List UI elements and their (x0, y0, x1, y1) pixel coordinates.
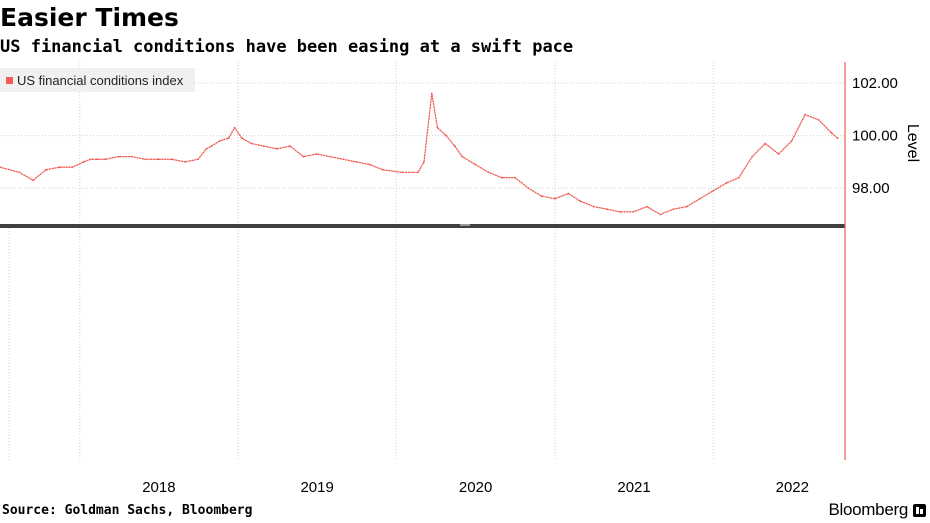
data-point (104, 158, 107, 161)
data-point (289, 145, 291, 148)
data-point (790, 140, 793, 142)
data-point (685, 205, 688, 208)
data-point (646, 205, 648, 208)
data-point (401, 171, 404, 174)
data-point (355, 161, 358, 163)
data-point (227, 137, 230, 140)
data-point (737, 176, 740, 179)
data-point (368, 163, 371, 166)
data-point (487, 171, 490, 174)
legend-swatch (6, 76, 13, 84)
data-point (89, 158, 92, 161)
data-point (751, 155, 754, 158)
data-point (527, 187, 530, 190)
data-point (777, 153, 780, 155)
data-point (672, 208, 675, 211)
data-point (218, 140, 221, 142)
data-point (184, 161, 187, 163)
data-point (567, 192, 570, 195)
data-point (329, 155, 331, 158)
axis-layer: 98.00 100.00 102.00 2018 2019 2020 2021 2022 Lev… (0, 62, 921, 496)
baseline-band (0, 224, 845, 228)
data-point (632, 211, 635, 213)
chart-legend: US financial conditions index (0, 68, 196, 92)
data-point (445, 134, 447, 137)
data-point (430, 92, 433, 95)
scroll-handle (460, 224, 470, 226)
data-point (474, 163, 477, 166)
data-point (241, 137, 243, 140)
brand-logo: Bloomberg (828, 500, 926, 520)
data-point (0, 166, 1, 169)
source-note: Source: Goldman Sachs, Bloomberg (2, 503, 253, 518)
data-point (45, 168, 47, 171)
data-point (71, 166, 74, 169)
data-point (436, 126, 439, 129)
data-point (417, 171, 419, 174)
x-tick-label: 2022 (776, 479, 809, 496)
y-tick-label: 98.00 (852, 180, 890, 197)
data-point (32, 179, 34, 182)
y-axis-title: Level (904, 124, 921, 162)
data-point (205, 147, 208, 150)
data-point (540, 195, 543, 198)
data-point (157, 158, 160, 161)
data-point (514, 176, 516, 179)
data-point (830, 132, 833, 134)
data-point (262, 145, 265, 148)
data-point (593, 205, 595, 208)
data-point (501, 176, 503, 179)
data-point (804, 113, 806, 116)
data-point (117, 155, 120, 158)
x-tick-label: 2021 (617, 479, 650, 496)
chart-subtitle: US financial conditions have been easing… (0, 37, 574, 57)
data-point (250, 142, 253, 145)
data-point (712, 189, 715, 192)
series-layer (0, 92, 839, 216)
series-line (0, 93, 839, 216)
data-point (606, 208, 608, 211)
y-tick-label: 100.00 (852, 128, 898, 145)
data-point (579, 200, 582, 203)
data-point (423, 161, 425, 163)
data-point (725, 182, 728, 184)
data-point (461, 155, 464, 158)
data-point (817, 118, 820, 121)
data-point (619, 211, 622, 213)
data-point (144, 158, 147, 161)
data-point (130, 155, 133, 158)
bloomberg-terminal-icon (913, 503, 926, 517)
data-point (276, 147, 278, 150)
data-point (698, 197, 701, 200)
data-point (58, 166, 61, 169)
data-point (82, 161, 85, 163)
data-point (764, 142, 767, 145)
x-tick-label: 2020 (459, 479, 492, 496)
data-point (342, 158, 345, 161)
data-point (210, 145, 213, 148)
data-point (197, 158, 200, 161)
brand-wordmark: Bloomberg (828, 500, 908, 519)
data-point (381, 168, 384, 171)
data-point (170, 158, 173, 161)
data-point (836, 137, 839, 140)
grid-layer (0, 62, 845, 460)
data-point (233, 126, 236, 129)
data-point (554, 197, 556, 200)
data-point (96, 158, 98, 161)
x-tick-label: 2018 (142, 479, 175, 496)
chart-title: Easier Times (0, 3, 179, 32)
data-point (659, 213, 662, 216)
data-point (453, 145, 456, 148)
data-point (315, 153, 318, 155)
data-point (18, 171, 21, 174)
data-point (302, 155, 305, 158)
legend-label: US financial conditions index (17, 72, 184, 88)
y-tick-label: 102.00 (852, 75, 898, 92)
x-tick-label: 2019 (300, 479, 333, 496)
